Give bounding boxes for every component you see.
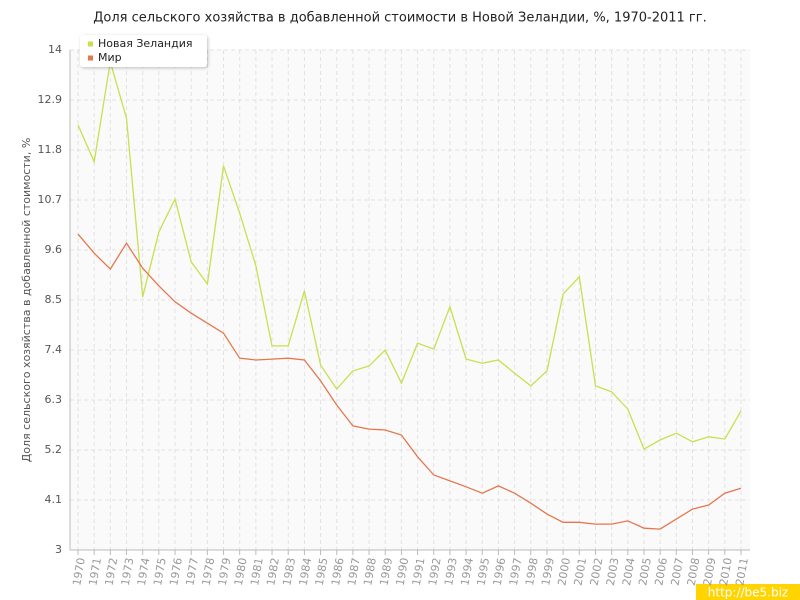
x-tick-label: 1983 — [280, 557, 298, 587]
y-tick-label: 11.8 — [38, 143, 63, 156]
x-tick-label: 1974 — [135, 557, 153, 587]
x-tick-label: 1985 — [313, 557, 331, 587]
x-tick-label: 1996 — [491, 557, 509, 587]
x-tick-label: 1999 — [539, 557, 557, 587]
legend-label: Новая Зеландия — [98, 37, 193, 50]
chart-title: Доля сельского хозяйства в добавленной с… — [93, 11, 706, 26]
x-tick-label: 2000 — [555, 557, 573, 587]
x-tick-label: 2003 — [604, 557, 622, 587]
y-tick-label: 3 — [55, 543, 62, 556]
x-tick-label: 1976 — [167, 557, 185, 587]
x-tick-label: 1998 — [523, 557, 541, 587]
x-tick-label: 2004 — [620, 557, 638, 587]
y-tick-label: 6.3 — [45, 393, 63, 406]
y-axis-label: Доля сельского хозяйства в добавленной с… — [20, 138, 33, 463]
x-tick-label: 1977 — [183, 557, 201, 587]
x-tick-label: 2009 — [701, 557, 719, 587]
x-tick-label: 1994 — [458, 557, 476, 587]
x-tick-label: 1981 — [248, 557, 266, 587]
x-tick-label: 1986 — [329, 557, 347, 587]
legend-box — [80, 35, 207, 67]
y-tick-label: 5.2 — [45, 443, 63, 456]
y-tick-label: 10.7 — [38, 193, 63, 206]
x-tick-label: 2011 — [733, 557, 751, 587]
legend-swatch — [88, 41, 93, 47]
x-tick-label: 1982 — [264, 557, 282, 587]
x-tick-label: 2006 — [652, 557, 670, 587]
legend-label: Мир — [98, 51, 122, 64]
x-tick-label: 1993 — [442, 557, 460, 587]
x-tick-label: 1971 — [86, 557, 104, 587]
x-tick-label: 1975 — [151, 557, 169, 587]
x-tick-label: 1987 — [345, 557, 363, 587]
x-tick-label: 1991 — [410, 557, 428, 587]
series-line — [77, 61, 742, 451]
x-tick-label: 2005 — [636, 557, 654, 587]
x-tick-label: 1984 — [297, 557, 315, 587]
x-tick-label: 1995 — [475, 557, 493, 587]
y-tick-label: 12.9 — [38, 93, 63, 106]
x-tick-label: 1992 — [426, 557, 444, 587]
y-tick-label: 7.4 — [45, 343, 63, 356]
legend-swatch — [88, 55, 93, 61]
x-tick-label: 1989 — [377, 557, 395, 587]
x-tick-label: 1980 — [232, 557, 250, 587]
y-tick-label: 14 — [48, 43, 62, 56]
y-tick-label: 8.5 — [45, 293, 63, 306]
x-tick-label: 2001 — [572, 557, 590, 587]
x-tick-label: 2008 — [685, 557, 703, 587]
x-tick-label: 1978 — [200, 557, 218, 587]
x-tick-label: 1997 — [507, 557, 525, 587]
watermark-bg — [696, 584, 800, 600]
watermark: http://be5.biz — [708, 586, 788, 600]
x-tick-label: 1979 — [216, 557, 234, 587]
x-tick-label: 2002 — [588, 557, 606, 587]
x-tick-label: 1973 — [119, 557, 137, 587]
x-tick-label: 1972 — [103, 557, 121, 587]
x-tick-label: 2007 — [669, 557, 687, 587]
x-tick-label: 1990 — [394, 557, 412, 587]
y-tick-label: 4.1 — [45, 493, 63, 506]
series-line — [77, 233, 742, 530]
x-tick-label: 1970 — [70, 557, 88, 587]
y-tick-label: 9.6 — [45, 243, 63, 256]
x-tick-label: 1988 — [361, 557, 379, 587]
x-tick-label: 2010 — [717, 557, 735, 587]
